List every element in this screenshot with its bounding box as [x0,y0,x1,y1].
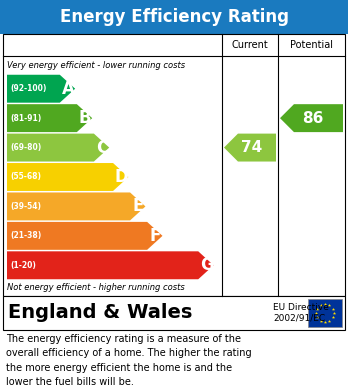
Text: B: B [79,109,92,127]
Bar [3,296,345,330]
Text: E: E [133,197,144,215]
Polygon shape [7,163,128,191]
Text: (81-91): (81-91) [10,114,41,123]
Bar [0,0,348,34]
Text: C: C [96,138,109,156]
Text: Current: Current [232,40,268,50]
Text: (21-38): (21-38) [10,231,41,240]
Text: A: A [62,80,75,98]
Polygon shape [7,75,75,103]
Bar [308,299,342,327]
Polygon shape [280,104,343,132]
Bar [3,34,345,296]
Text: D: D [114,168,128,186]
Polygon shape [7,134,109,161]
Text: (1-20): (1-20) [10,261,36,270]
Polygon shape [7,192,145,221]
Text: England & Wales: England & Wales [8,303,192,323]
Text: 74: 74 [241,140,262,155]
Text: Potential: Potential [290,40,333,50]
Text: G: G [200,256,214,274]
Polygon shape [224,134,276,161]
Text: (69-80): (69-80) [10,143,41,152]
Text: 86: 86 [302,111,324,126]
Text: EU Directive
2002/91/EC: EU Directive 2002/91/EC [273,303,329,323]
Text: Not energy efficient - higher running costs: Not energy efficient - higher running co… [7,283,185,292]
Polygon shape [7,222,163,250]
Text: Very energy efficient - lower running costs: Very energy efficient - lower running co… [7,61,185,70]
Text: Energy Efficiency Rating: Energy Efficiency Rating [60,8,288,26]
Text: The energy efficiency rating is a measure of the
overall efficiency of a home. T: The energy efficiency rating is a measur… [6,334,252,387]
Polygon shape [7,104,92,132]
Polygon shape [7,251,214,279]
Text: (55-68): (55-68) [10,172,41,181]
Text: F: F [150,227,161,245]
Text: (39-54): (39-54) [10,202,41,211]
Text: (92-100): (92-100) [10,84,46,93]
